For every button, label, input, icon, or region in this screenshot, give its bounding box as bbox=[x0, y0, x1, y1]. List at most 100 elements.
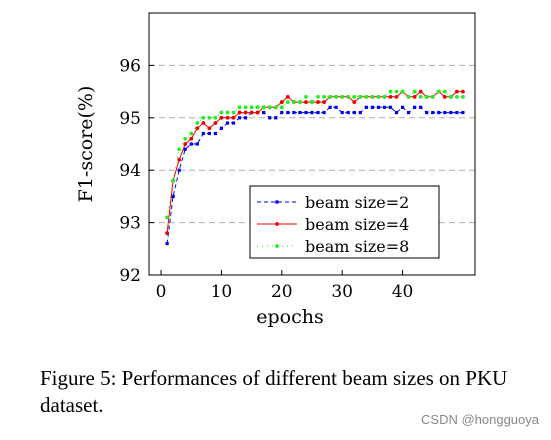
data-point bbox=[388, 105, 393, 109]
data-point bbox=[412, 94, 417, 99]
data-point bbox=[461, 110, 465, 115]
data-point bbox=[255, 105, 260, 110]
data-point bbox=[195, 121, 200, 125]
data-point bbox=[388, 94, 393, 99]
legend-marker bbox=[275, 222, 279, 226]
legend-box bbox=[249, 185, 440, 259]
data-point bbox=[255, 110, 260, 115]
data-point bbox=[237, 110, 242, 115]
plot-frame bbox=[148, 12, 476, 276]
y-tick-label: 92 bbox=[119, 266, 141, 286]
y-tick-label: 94 bbox=[119, 161, 141, 181]
data-point bbox=[454, 94, 459, 99]
data-point bbox=[448, 94, 453, 99]
data-point bbox=[225, 121, 230, 125]
data-point bbox=[243, 105, 248, 110]
data-point bbox=[322, 94, 326, 99]
data-point bbox=[165, 231, 170, 235]
data-point bbox=[340, 94, 345, 99]
data-point bbox=[358, 94, 363, 99]
figure-caption: Figure 5: Performances of different beam… bbox=[40, 366, 508, 417]
data-point bbox=[189, 136, 194, 141]
data-point bbox=[443, 110, 447, 115]
data-point bbox=[201, 121, 206, 125]
data-point bbox=[340, 110, 344, 115]
data-point bbox=[274, 116, 278, 120]
data-point bbox=[322, 100, 326, 104]
data-point bbox=[388, 89, 393, 94]
data-point bbox=[183, 136, 188, 141]
data-point bbox=[364, 94, 369, 99]
y-tick-label: 95 bbox=[119, 109, 141, 129]
data-point bbox=[285, 100, 290, 104]
watermark: CSDN @hongguoya bbox=[421, 412, 539, 427]
data-point bbox=[352, 110, 356, 115]
legend-label: beam size=2 bbox=[305, 193, 409, 212]
data-point bbox=[334, 94, 339, 99]
data-point bbox=[189, 142, 193, 146]
data-point bbox=[201, 115, 206, 120]
legend-marker bbox=[275, 244, 279, 248]
x-tick-label: 30 bbox=[331, 282, 353, 302]
data-point bbox=[370, 105, 374, 109]
data-point bbox=[406, 94, 411, 99]
data-point bbox=[231, 121, 236, 125]
data-point bbox=[219, 110, 224, 115]
data-point bbox=[225, 110, 230, 115]
data-point bbox=[243, 116, 248, 120]
data-point bbox=[394, 110, 399, 115]
data-point bbox=[225, 115, 230, 120]
data-point bbox=[449, 110, 453, 115]
data-point bbox=[261, 105, 266, 110]
series-lines bbox=[165, 89, 465, 246]
series-3 bbox=[165, 89, 465, 220]
data-point bbox=[165, 215, 170, 220]
y-axis-label: F1-score(%) bbox=[75, 86, 97, 203]
data-point bbox=[292, 110, 296, 115]
data-point bbox=[183, 147, 187, 151]
data-point bbox=[436, 89, 441, 94]
data-point bbox=[376, 94, 381, 99]
data-point bbox=[171, 194, 175, 198]
legend-item: beam size=4 bbox=[257, 215, 409, 234]
data-point bbox=[442, 89, 447, 94]
data-point bbox=[249, 105, 254, 110]
data-point bbox=[334, 105, 338, 109]
data-point bbox=[201, 131, 205, 136]
data-point bbox=[431, 110, 435, 115]
data-point bbox=[412, 89, 417, 94]
axis-ticks: 92 93 94 95 96 0 10 20 30 40 bbox=[119, 56, 413, 302]
data-point bbox=[430, 94, 435, 99]
data-point bbox=[352, 100, 357, 104]
data-point bbox=[279, 100, 284, 104]
data-point bbox=[213, 121, 218, 125]
y-tick-label: 93 bbox=[119, 214, 141, 234]
data-point bbox=[394, 89, 399, 94]
data-point bbox=[285, 94, 290, 99]
data-point bbox=[177, 147, 182, 152]
data-point bbox=[454, 89, 459, 94]
legend-item: beam size=8 bbox=[257, 237, 409, 256]
data-point bbox=[394, 94, 399, 99]
data-point bbox=[207, 115, 212, 120]
data-point bbox=[425, 110, 429, 115]
y-tick-label: 96 bbox=[119, 56, 141, 76]
data-point bbox=[231, 115, 236, 120]
legend-marker bbox=[275, 200, 279, 204]
x-tick-label: 0 bbox=[156, 282, 167, 302]
data-point bbox=[400, 105, 405, 109]
data-point bbox=[328, 105, 332, 109]
data-point bbox=[316, 94, 320, 99]
data-point bbox=[267, 105, 272, 110]
x-tick-label: 40 bbox=[392, 282, 414, 302]
data-point bbox=[419, 105, 423, 109]
data-point bbox=[304, 94, 308, 99]
data-point bbox=[352, 94, 357, 99]
data-point bbox=[279, 105, 284, 110]
data-point bbox=[207, 126, 212, 131]
data-point bbox=[195, 126, 200, 131]
data-point bbox=[418, 89, 423, 94]
data-point bbox=[322, 110, 326, 115]
data-point bbox=[328, 94, 333, 99]
data-point bbox=[195, 142, 199, 146]
